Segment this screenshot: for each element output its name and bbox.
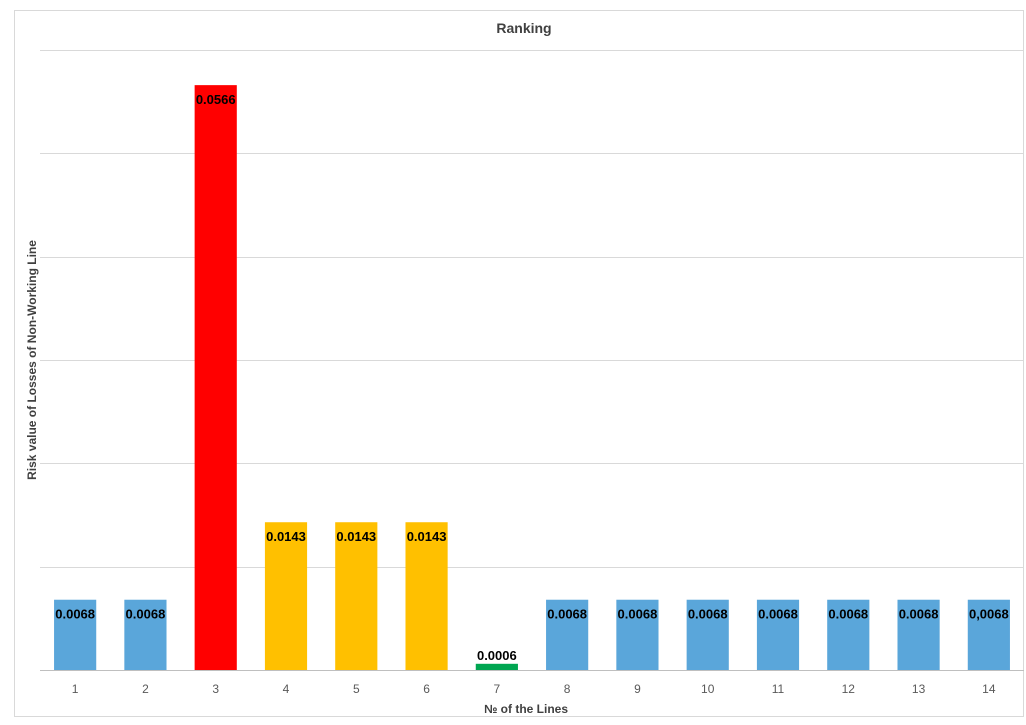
x-tick-label-5: 5 (353, 682, 360, 696)
data-label-10: 0.0068 (688, 607, 728, 622)
data-label-8: 0.0068 (547, 607, 587, 622)
bar-3 (194, 85, 237, 671)
x-tick-labels: 1 2 3 4 5 6 7 8 9 10 11 12 13 14 (72, 682, 996, 696)
data-label-5: 0.0143 (336, 529, 376, 544)
x-tick-label-12: 12 (842, 682, 856, 696)
bar-7 (475, 663, 518, 670)
bar-10 (686, 599, 729, 670)
x-tick-label-8: 8 (564, 682, 571, 696)
bar-9 (616, 599, 659, 670)
x-tick-label-9: 9 (634, 682, 641, 696)
data-label-13: 0.0068 (899, 607, 939, 622)
data-label-3: 0.0566 (196, 92, 236, 107)
x-tick-label-11: 11 (772, 682, 785, 696)
x-tick-label-1: 1 (72, 682, 79, 696)
chart-frame (14, 10, 1024, 717)
bar-8 (546, 599, 589, 670)
x-tick-label-2: 2 (142, 682, 149, 696)
data-label-1: 0.0068 (55, 607, 95, 622)
chart-title: Ranking (496, 20, 551, 36)
gridlines (40, 50, 1024, 568)
bar-13 (897, 599, 940, 670)
data-label-11: 0.0068 (758, 607, 798, 622)
bar-11 (756, 599, 800, 670)
bars (54, 85, 1010, 671)
bar-2 (124, 599, 167, 670)
x-axis-title: № of the Lines (484, 702, 568, 716)
data-label-14: 0,0068 (969, 607, 1009, 622)
x-tick-label-3: 3 (212, 682, 219, 696)
data-label-2: 0.0068 (126, 607, 166, 622)
x-tick-label-10: 10 (701, 682, 715, 696)
bar-4 (264, 522, 308, 670)
data-label-9: 0.0068 (618, 607, 658, 622)
x-tick-label-13: 13 (912, 682, 926, 696)
x-tick-label-14: 14 (982, 682, 996, 696)
data-labels: 0.0068 0.0068 0.0566 0.0143 0.0143 0.0143 0.00… (55, 92, 1008, 663)
y-axis-title: Risk value of Losses of Non-Working Line (25, 240, 39, 480)
bar-12 (827, 599, 870, 670)
bar-14 (967, 599, 1010, 670)
bar-6 (405, 522, 448, 670)
x-tick-label-4: 4 (283, 682, 290, 696)
bar-5 (335, 522, 378, 670)
x-tick-label-6: 6 (423, 682, 430, 696)
bar-1 (54, 599, 97, 670)
data-label-7: 0.0006 (477, 648, 517, 663)
x-tick-label-7: 7 (494, 682, 501, 696)
data-label-4: 0.0143 (266, 529, 306, 544)
data-label-12: 0.0068 (828, 607, 868, 622)
data-label-6: 0.0143 (407, 529, 447, 544)
